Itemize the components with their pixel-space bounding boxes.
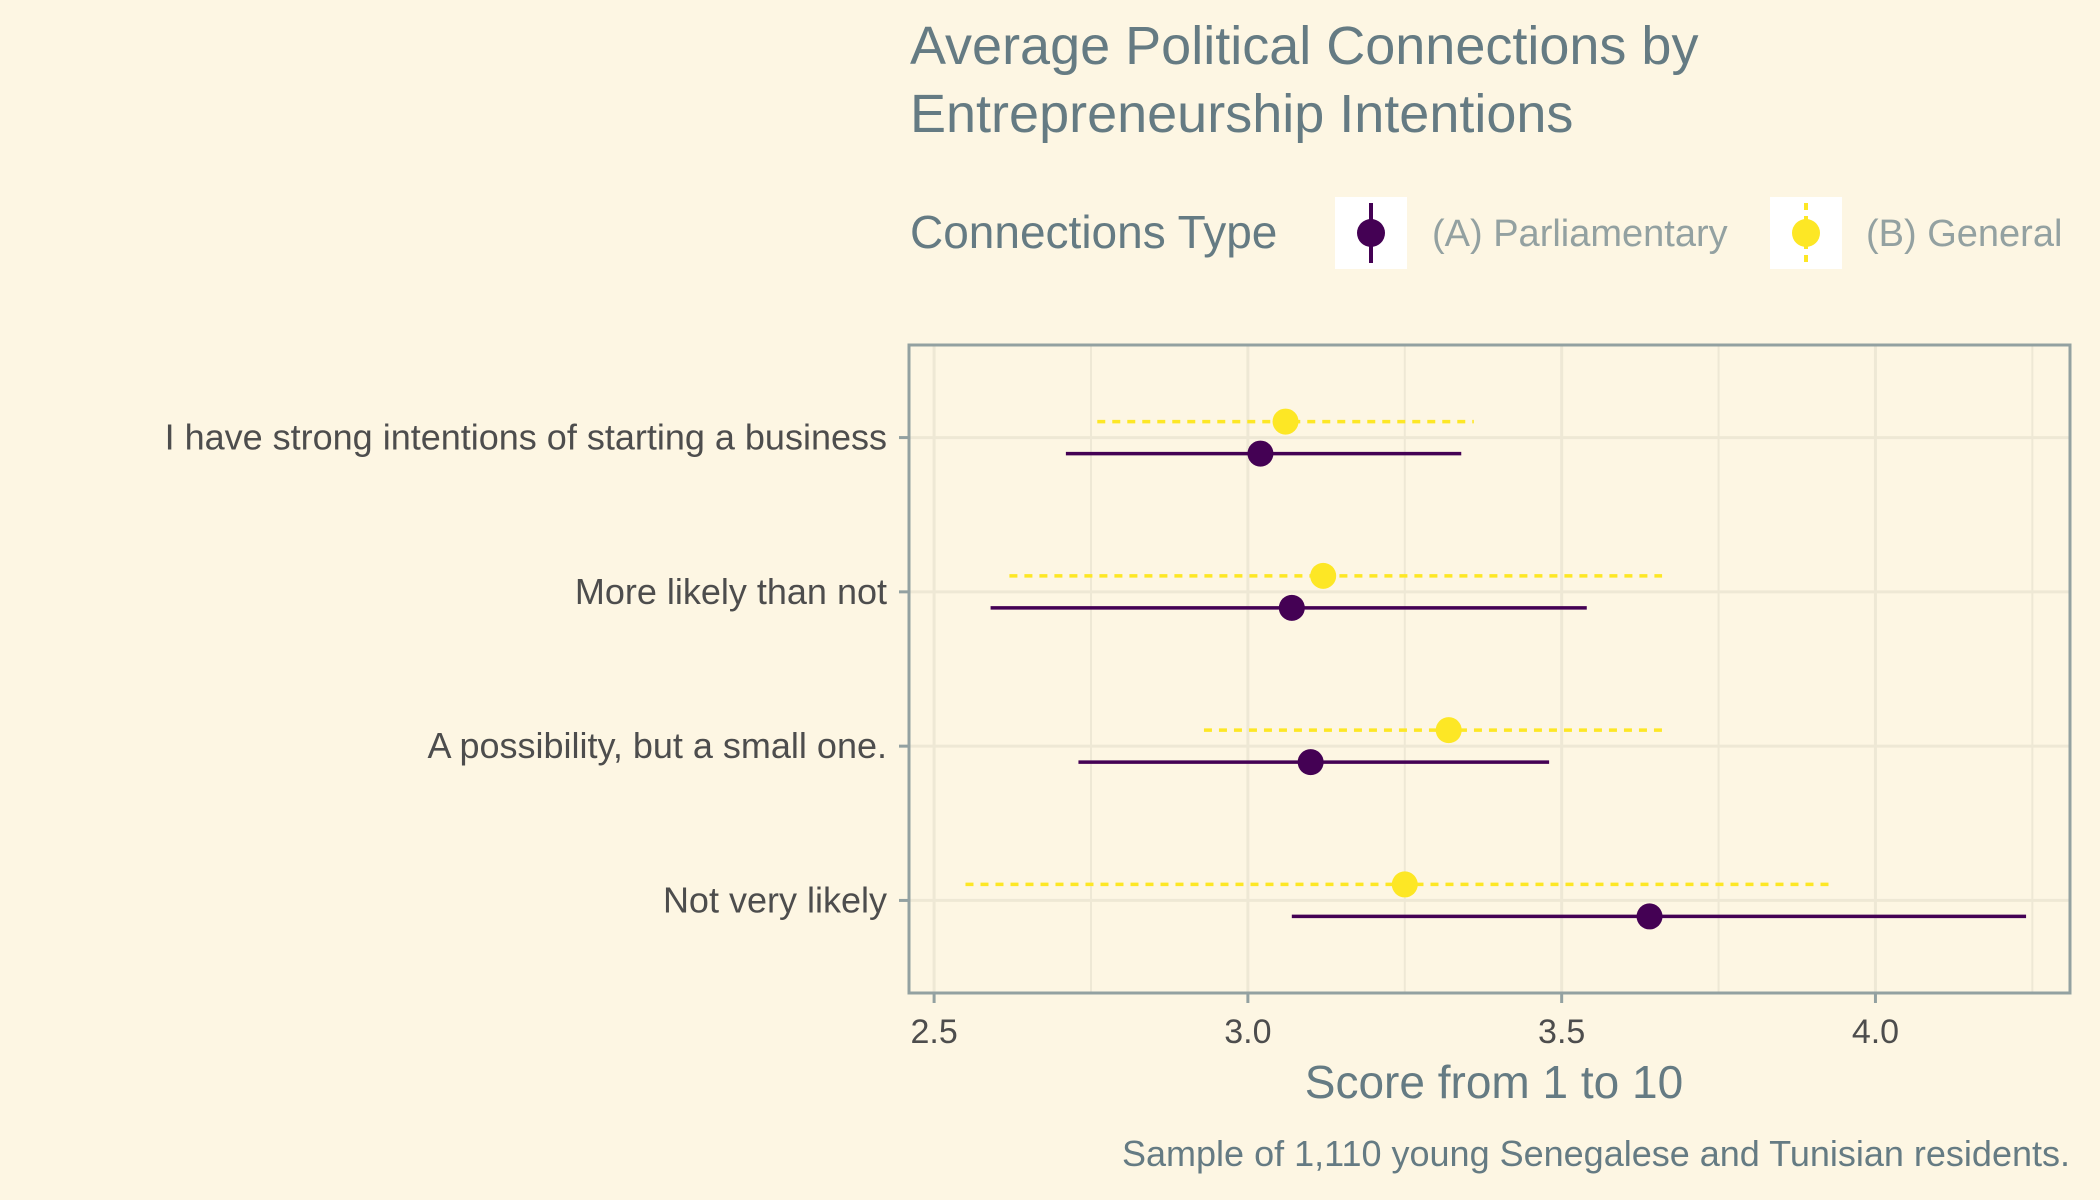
grid-layer xyxy=(909,345,2070,993)
y-tick-label: Not very likely xyxy=(663,879,887,920)
data-point xyxy=(1391,871,1418,898)
legend-title: Connections Type xyxy=(910,206,1277,258)
y-tick-label: I have strong intentions of starting a b… xyxy=(165,417,887,458)
x-tick-label: 3.0 xyxy=(1224,1013,1271,1051)
legend-key-general-point xyxy=(1792,219,1820,247)
data-point xyxy=(1272,408,1299,435)
panel-border xyxy=(907,343,2072,995)
data-point xyxy=(1310,562,1337,589)
x-tick-label: 3.5 xyxy=(1538,1013,1585,1051)
x-axis-title: Score from 1 to 10 xyxy=(1305,1056,1683,1108)
data-point xyxy=(1278,594,1305,621)
chart-title-line-1: Average Political Connections by xyxy=(910,16,1698,76)
legend-key-parliamentary-point xyxy=(1357,219,1385,247)
chart-caption: Sample of 1,110 young Senegalese and Tun… xyxy=(1122,1133,2070,1174)
x-tick-label: 2.5 xyxy=(910,1013,957,1051)
x-tick-label: 4.0 xyxy=(1852,1013,1899,1051)
data-point xyxy=(1636,903,1663,930)
data-point xyxy=(1297,749,1324,776)
axis-layer: 2.5 3.0 3.5 4.0 I have strong intentions of … xyxy=(165,417,1900,1051)
data-point xyxy=(1435,717,1462,744)
y-tick-label: More likely than not xyxy=(575,571,887,612)
legend-label-parliamentary: (A) Parliamentary xyxy=(1432,213,1728,255)
data-point xyxy=(1247,440,1274,467)
legend-label-general: (B) General xyxy=(1866,213,2062,255)
chart-title-line-2: Entrepreneurship Intentions xyxy=(910,84,1573,144)
y-tick-label: A possibility, but a small one. xyxy=(427,725,887,766)
marks-layer xyxy=(965,408,2027,930)
legend: Connections Type (A) Parliamentary (B) G… xyxy=(910,197,2062,269)
